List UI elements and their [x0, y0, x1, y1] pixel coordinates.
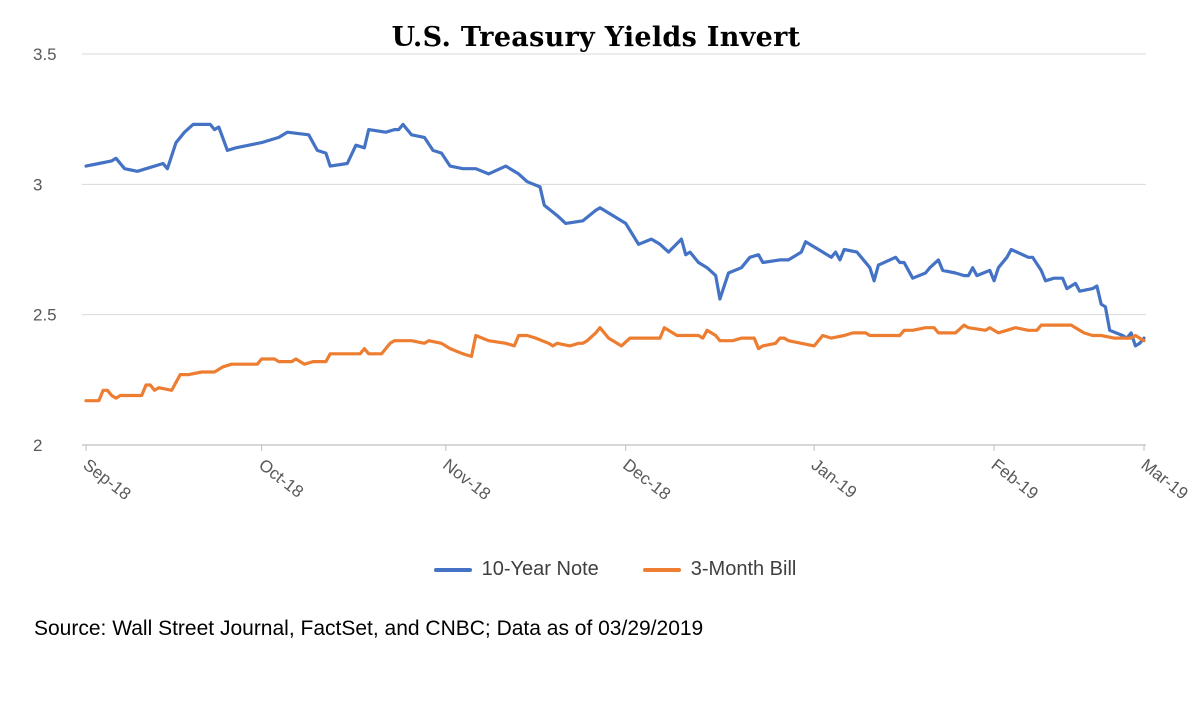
y-axis-ticks: 2 2.5 3 3.5 — [33, 45, 57, 455]
x-tick-label: Oct-18 — [255, 455, 307, 501]
legend: 10-Year Note 3-Month Bill — [0, 558, 1200, 581]
series-line-3-month-bill — [84, 323, 1146, 403]
x-tick-label: Dec-18 — [619, 455, 674, 504]
series-lines — [84, 122, 1146, 403]
y-tick-label: 2.5 — [33, 306, 57, 325]
gridlines — [82, 53, 1146, 451]
source-note: Source: Wall Street Journal, FactSet, an… — [34, 617, 704, 640]
y-tick-label: 3 — [33, 175, 42, 194]
legend-item-3-month-bill: 3-Month Bill — [642, 558, 797, 581]
legend-label-3-month-bill: 3-Month Bill — [690, 558, 797, 580]
series-line-10-year-note — [84, 122, 1146, 348]
chart-title: U.S. Treasury Yields Invert — [391, 22, 801, 53]
legend-label-10-year-note: 10-Year Note — [481, 558, 599, 580]
legend-swatch-10-year-note — [433, 567, 472, 572]
x-tick-label: Mar-19 — [1138, 455, 1192, 503]
x-tick-label: Sep-18 — [80, 455, 135, 504]
legend-item-10-year-note: 10-Year Note — [433, 558, 599, 581]
y-tick-label: 2 — [33, 436, 42, 455]
x-axis-ticks: Sep-18 Oct-18 Nov-18 Dec-18 Jan-19 Feb-19 Mar-… — [80, 455, 1192, 504]
legend-swatch-3-month-bill — [642, 567, 681, 572]
y-tick-label: 3.5 — [33, 45, 57, 64]
x-tick-label: Feb-19 — [988, 455, 1042, 503]
x-tick-label: Jan-19 — [808, 455, 861, 502]
x-tick-label: Nov-18 — [439, 455, 494, 504]
